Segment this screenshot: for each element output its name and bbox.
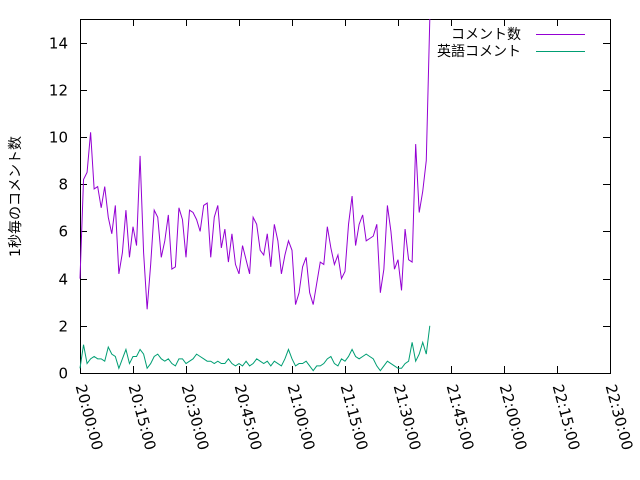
y-tick-label: 4 xyxy=(58,271,68,289)
y-tick-label: 6 xyxy=(58,223,68,241)
y-tick-label: 8 xyxy=(58,176,68,194)
y-axis: 0 2 4 6 8 10 12 14 xyxy=(49,35,610,383)
legend-label-0: コメント数 xyxy=(451,27,521,43)
y-tick-label: 2 xyxy=(58,318,68,336)
y-tick-label: 0 xyxy=(58,365,68,383)
series-line-1 xyxy=(79,325,431,372)
y-axis-label: 1秒毎のコメント数 xyxy=(8,136,24,257)
y-tick-label: 14 xyxy=(49,35,68,53)
series-line-0 xyxy=(79,18,431,310)
y-tick-label: 12 xyxy=(49,82,68,100)
y-tick-label: 10 xyxy=(49,129,68,147)
series-layer xyxy=(79,18,431,372)
legend-label-1: 英語コメント xyxy=(437,43,521,60)
